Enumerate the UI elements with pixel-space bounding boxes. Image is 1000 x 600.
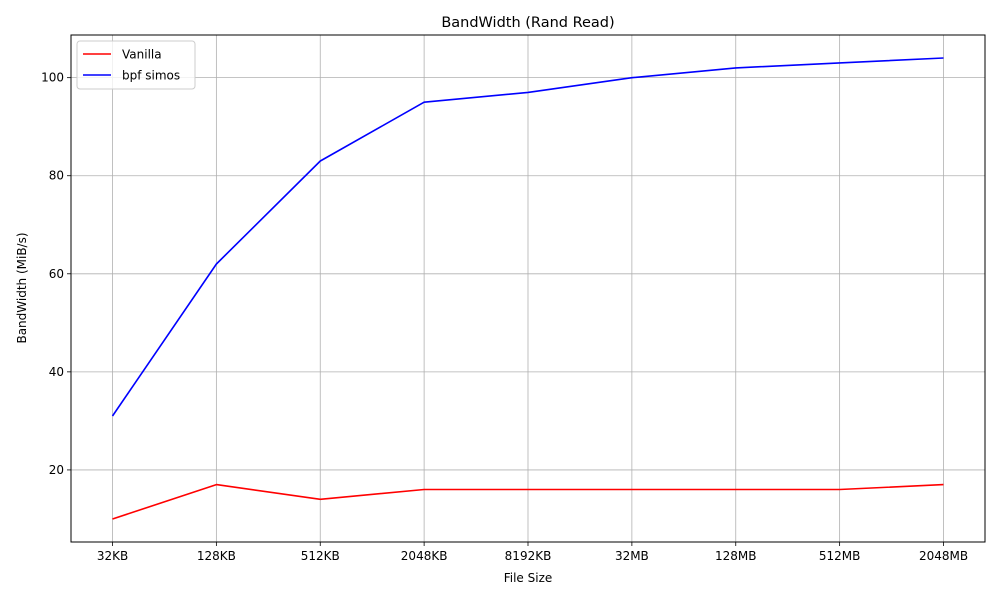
y-tick-label: 40 [49,365,64,379]
series-line-bpf-simos [111,57,944,417]
series-lines [111,57,944,520]
y-axis-ticks: 20 40 60 80 100 [41,71,71,477]
x-tick-label: 128KB [197,549,236,563]
x-tick-label: 2048MB [919,549,968,563]
legend-label: Vanilla [122,48,162,62]
x-tick-label: 512KB [301,549,340,563]
legend: Vanilla bpf simos [76,40,196,90]
series-line-vanilla [112,483,944,520]
x-tick-label: 2048KB [401,549,448,563]
x-tick-label: 32MB [615,549,649,563]
x-axis-label: File Size [504,571,553,585]
legend-label: bpf simos [122,69,180,83]
y-tick-label: 60 [49,267,64,281]
grid [71,35,985,542]
y-tick-label: 100 [41,71,64,85]
legend-box [76,40,196,90]
y-tick-label: 20 [49,463,64,477]
x-tick-label: 32KB [97,549,128,563]
x-tick-label: 128MB [715,549,757,563]
x-axis-ticks: 32KB 128KB 512KB 2048KB 8192KB 32MB 128MB 512MB… [97,542,968,563]
x-tick-label: 512MB [819,549,861,563]
y-axis-label: BandWidth (MiB/s) [15,232,29,343]
y-tick-label: 80 [49,169,64,183]
chart-title: BandWidth (Rand Read) [441,15,614,31]
x-tick-label: 8192KB [505,549,552,563]
